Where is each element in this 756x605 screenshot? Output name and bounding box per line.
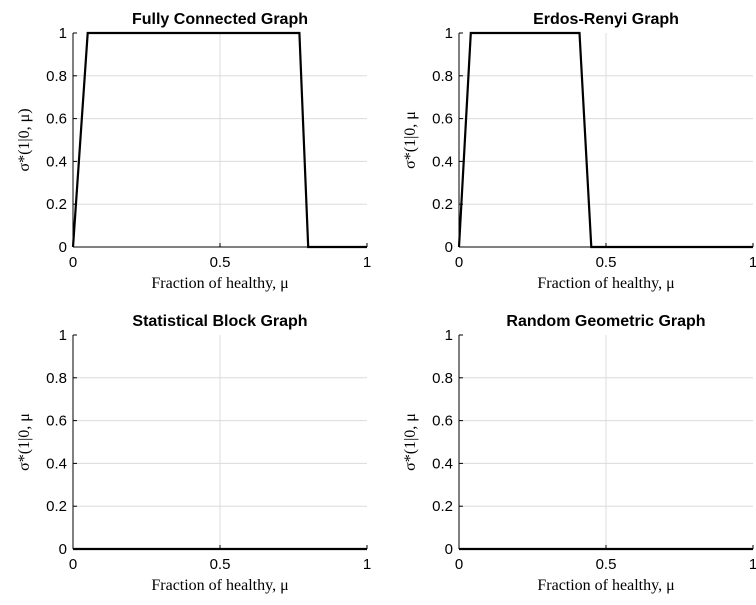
y-tick-label: 0.4: [46, 455, 67, 472]
y-tick-label: 0: [445, 239, 453, 256]
y-tick-label: 0.8: [46, 370, 67, 387]
x-tick-label: 1: [363, 556, 371, 573]
chart-panel-1: 0 0.5 1 0 0.2 0.4 0.6 0.8 1 Fully Connected Graph…: [16, 11, 371, 292]
y-axis-label: σ*(1|0, μ: [402, 413, 419, 471]
chart-panel-4: 0 0.5 1 0 0.2 0.4 0.6 0.8 1 Random Geometric Grap…: [402, 313, 756, 594]
x-tick-label: 0: [455, 254, 463, 271]
y-tick-label: 0.4: [46, 153, 67, 170]
y-tick-label: 0.8: [46, 68, 67, 85]
y-axis-label: σ*(1|0, μ): [16, 108, 33, 171]
x-tick-label: 0.5: [596, 254, 617, 271]
y-tick-label: 1: [59, 25, 67, 42]
x-tick-label: 0: [69, 254, 77, 271]
y-tick-label: 0.2: [432, 498, 453, 515]
chart-title: Fully Connected Graph: [132, 11, 308, 28]
y-tick-label: 1: [445, 25, 453, 42]
y-tick-label: 0.4: [432, 153, 453, 170]
x-axis-label: Fraction of healthy, μ: [537, 577, 674, 594]
x-axis-label: Fraction of healthy, μ: [151, 577, 288, 594]
y-tick-label: 0.6: [46, 413, 67, 430]
x-tick-label: 0.5: [210, 556, 231, 573]
y-tick-label: 0: [445, 541, 453, 558]
series-line: [71, 31, 367, 249]
x-tick-label: 1: [749, 556, 756, 573]
y-tick-label: 0.8: [432, 370, 453, 387]
y-tick-label: 0.8: [432, 68, 453, 85]
y-tick-label: 0.2: [46, 498, 67, 515]
y-axis-label: σ*(1|0, μ: [402, 111, 419, 169]
x-tick-label: 1: [363, 254, 371, 271]
x-tick-label: 0.5: [210, 254, 231, 271]
series-line: [457, 31, 753, 249]
y-axis-label: σ*(1|0, μ: [16, 413, 33, 471]
y-tick-label: 0: [59, 541, 67, 558]
y-tick-label: 0.6: [46, 111, 67, 128]
chart-title: Statistical Block Graph: [132, 313, 307, 330]
chart-panel-2: 0 0.5 1 0 0.2 0.4 0.6 0.8 1 Erdos-Renyi Graph Frac…: [402, 11, 756, 292]
x-tick-label: 0.5: [596, 556, 617, 573]
x-tick-label: 1: [749, 254, 756, 271]
y-tick-label: 0.6: [432, 413, 453, 430]
x-tick-label: 0: [69, 556, 77, 573]
y-tick-label: 0: [59, 239, 67, 256]
y-tick-label: 0.2: [432, 196, 453, 213]
y-tick-label: 1: [59, 327, 67, 344]
x-tick-label: 0: [455, 556, 463, 573]
chart-title: Random Geometric Graph: [506, 313, 705, 330]
chart-title: Erdos-Renyi Graph: [533, 11, 679, 28]
y-tick-label: 0.6: [432, 111, 453, 128]
y-tick-label: 1: [445, 327, 453, 344]
y-tick-label: 0.2: [46, 196, 67, 213]
chart-panel-3: 0 0.5 1 0 0.2 0.4 0.6 0.8 1 Statistical Block Gra…: [16, 313, 371, 594]
y-tick-label: 0.4: [432, 455, 453, 472]
x-axis-label: Fraction of healthy, μ: [151, 275, 288, 292]
x-axis-label: Fraction of healthy, μ: [537, 275, 674, 292]
